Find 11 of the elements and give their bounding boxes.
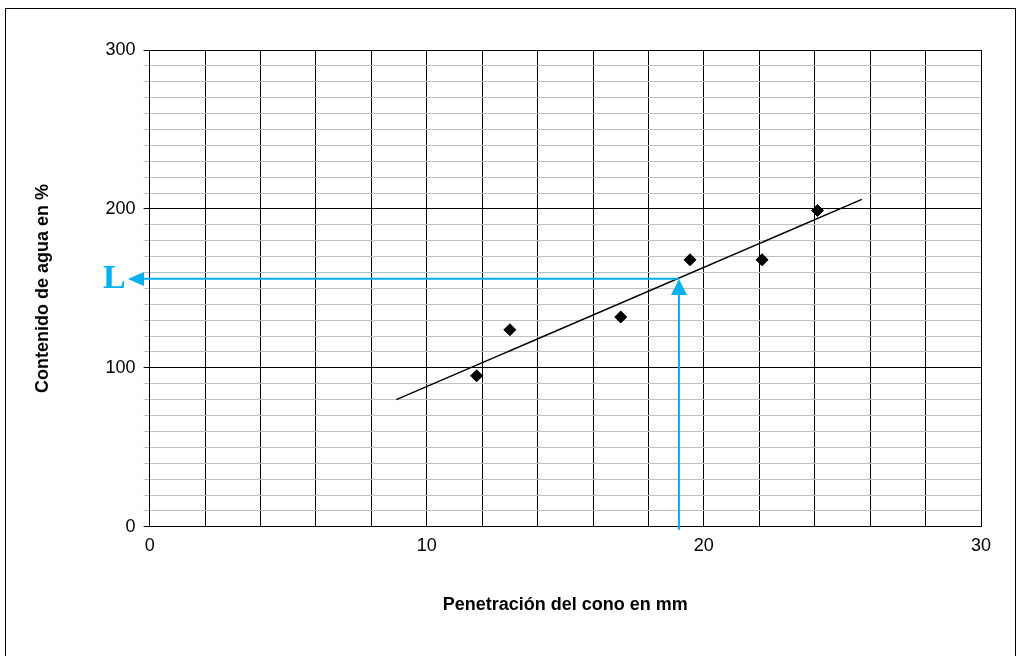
y-tick-label: 300 [105, 38, 136, 59]
x-tick-label: 10 [416, 534, 437, 555]
y-axis-title: Contenido de agua en % [31, 183, 52, 393]
x-axis-title: Penetración del cono en mm [442, 594, 688, 615]
y-tick-label: 200 [105, 197, 136, 218]
ref-line-label: L [102, 257, 126, 295]
x-tick-label: 0 [144, 534, 155, 555]
y-tick-label: 0 [125, 515, 136, 536]
x-tick-label: 30 [970, 534, 992, 555]
x-tick-label: 20 [693, 534, 714, 555]
y-tick-label: 100 [105, 356, 136, 377]
